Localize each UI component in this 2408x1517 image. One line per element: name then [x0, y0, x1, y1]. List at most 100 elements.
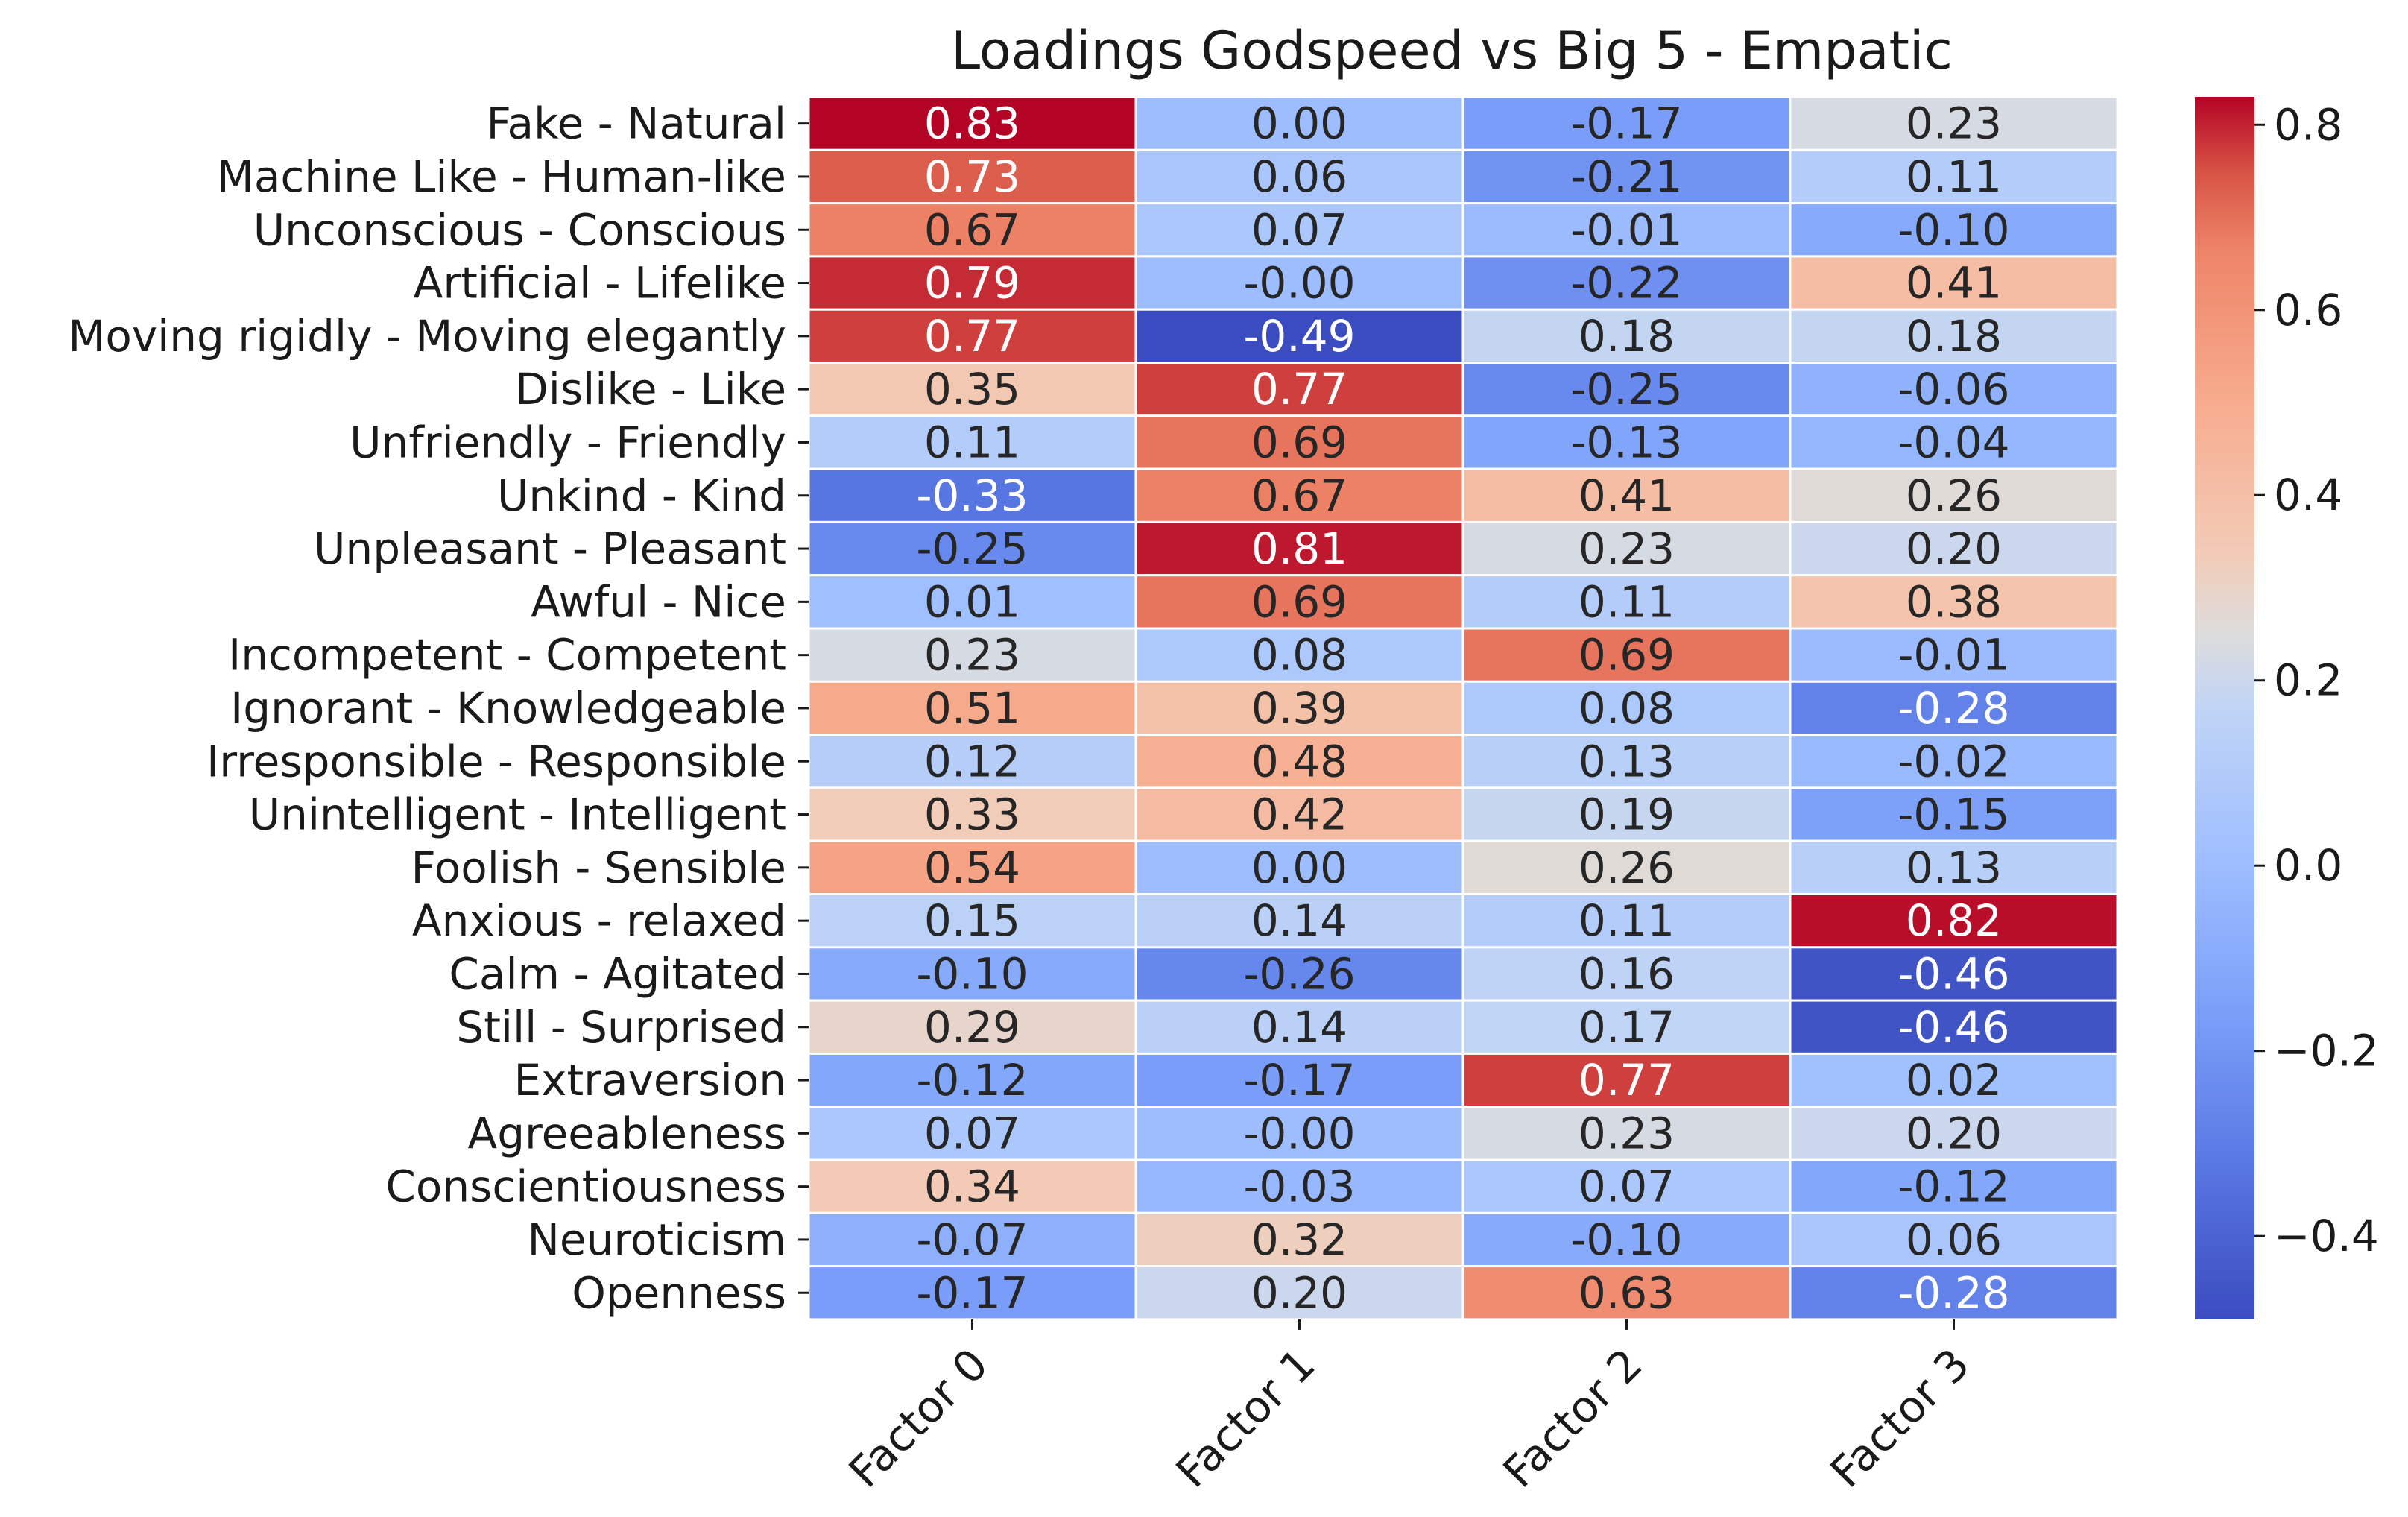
cell-value-label: -0.28	[1897, 1267, 2009, 1318]
cell-value-label: 0.20	[1906, 523, 2002, 574]
row-label: Unkind - Kind	[497, 470, 786, 521]
heatmap-cell	[1789, 574, 2119, 630]
cell-value-label: 0.11	[924, 417, 1020, 467]
cell-value-label: 0.18	[1906, 311, 2002, 362]
heatmap-cell	[1789, 202, 2119, 258]
cell-value-label: 0.19	[1579, 789, 1675, 840]
heatmap-cell	[1789, 520, 2119, 577]
row-label: Incompetent - Competent	[228, 630, 786, 681]
heatmap-cell	[1461, 414, 1792, 470]
heatmap-cell	[1461, 839, 1792, 895]
cell-value-label: -0.46	[1897, 948, 2009, 999]
cell-value-label: 0.15	[924, 895, 1020, 946]
heatmap-cell	[1134, 1106, 1464, 1161]
cell-value-label: -0.15	[1897, 789, 2009, 840]
cell-value-label: 0.81	[1251, 523, 1347, 574]
cell-value-label: 0.77	[924, 311, 1020, 362]
heatmap-cell	[1789, 255, 2119, 311]
cell-value-label: -0.17	[1570, 98, 1682, 149]
cell-value-label: 0.00	[1251, 842, 1347, 893]
row-label: Agreeableness	[468, 1108, 786, 1158]
cell-value-label: 0.14	[1251, 895, 1347, 946]
cell-value-label: 0.69	[1251, 576, 1347, 627]
heatmap-cell	[1461, 734, 1792, 789]
row-label: Moving rigidly - Moving elegantly	[68, 311, 786, 362]
heatmap-cell	[1789, 95, 2119, 151]
colorbar-tick-label: 0.2	[2274, 655, 2342, 706]
heatmap-cell	[807, 734, 1137, 789]
row-label: Still - Surprised	[456, 1002, 786, 1053]
cell-value-label: 0.32	[1251, 1214, 1347, 1265]
colorbar-ticks: −0.4 −0.2 0.0 0.2 0.4 0.6 0.8	[2254, 99, 2379, 1261]
column-label: Factor 0	[839, 1339, 998, 1498]
row-label: Ignorant - Knowledgeable	[230, 683, 786, 734]
heatmap-cell	[1134, 1158, 1464, 1214]
row-label: Machine Like - Human-like	[217, 151, 786, 202]
row-label: Dislike - Like	[515, 364, 786, 414]
cell-value-label: -0.03	[1243, 1161, 1355, 1212]
cell-value-label: 0.83	[924, 98, 1020, 149]
heatmap-cell	[1134, 734, 1464, 789]
cell-value-label: 0.11	[1579, 576, 1675, 627]
cell-value-label: 0.77	[1251, 364, 1347, 414]
heatmap-cell	[1789, 893, 2119, 949]
row-label: Artificial - Lifelike	[414, 258, 786, 309]
heatmap-cell	[807, 362, 1137, 417]
cell-value-label: 0.02	[1906, 1055, 2002, 1106]
heatmap-cell	[1461, 467, 1792, 523]
heatmap-cell	[807, 893, 1137, 949]
chart-title: Loadings Godspeed vs Big 5 - Empatic	[951, 20, 1953, 81]
cell-value-label: -0.06	[1897, 364, 2009, 414]
cell-value-label: 0.11	[1906, 151, 2002, 202]
cell-value-label: 0.07	[924, 1108, 1020, 1158]
cell-value-label: 0.42	[1251, 789, 1347, 840]
heatmap-cell	[1461, 1265, 1792, 1321]
heatmap-cell	[1461, 1158, 1792, 1214]
cell-value-label: -0.49	[1243, 311, 1355, 362]
heatmap-cell	[807, 1052, 1137, 1108]
heatmap-cell	[1789, 308, 2119, 365]
heatmap-cell	[1134, 202, 1464, 258]
cell-value-label: 0.14	[1251, 1002, 1347, 1053]
row-label: Neuroticism	[528, 1214, 786, 1265]
cell-value-label: 0.00	[1251, 98, 1347, 149]
cell-value-label: 0.23	[1579, 523, 1675, 574]
heatmap-cell	[1461, 680, 1792, 737]
cell-value-label: -0.26	[1243, 948, 1355, 999]
cell-value-label: 0.20	[1906, 1108, 2002, 1158]
cell-value-label: 0.73	[924, 151, 1020, 202]
cell-value-label: -0.02	[1897, 736, 2009, 786]
heatmap-cell	[1134, 627, 1464, 683]
cell-value-label: 0.23	[1579, 1108, 1675, 1158]
cell-value-label: -0.22	[1570, 258, 1682, 309]
cell-value-label: 0.48	[1251, 736, 1347, 786]
cell-value-label: 0.39	[1251, 683, 1347, 734]
cell-value-label: 0.54	[924, 842, 1020, 893]
cell-value-label: 0.07	[1251, 204, 1347, 255]
cell-value-label: -0.10	[1570, 1214, 1682, 1265]
heatmap-cell	[1461, 786, 1792, 842]
cell-value-label: 0.08	[1251, 630, 1347, 681]
row-label: Irresponsible - Responsible	[206, 736, 786, 786]
cell-value-label: 0.23	[924, 630, 1020, 681]
cell-value-label: -0.25	[916, 523, 1028, 574]
heatmap-cell	[1134, 362, 1464, 417]
cell-value-label: 0.38	[1906, 576, 2002, 627]
row-label: Calm - Agitated	[449, 948, 786, 999]
cell-value-label: 0.26	[1906, 470, 2002, 521]
cell-value-label: -0.12	[916, 1055, 1028, 1106]
heatmap-cell	[1134, 308, 1464, 365]
heatmap-cell	[1789, 1052, 2119, 1108]
cell-value-label: 0.41	[1906, 258, 2002, 309]
heatmap-cell	[1134, 999, 1464, 1055]
cell-value-label: -0.46	[1897, 1002, 2009, 1053]
cell-value-label: -0.07	[916, 1214, 1028, 1265]
heatmap-cell	[807, 1106, 1137, 1161]
cell-value-label: -0.10	[1897, 204, 2009, 255]
heatmap-cell	[1134, 786, 1464, 842]
colorbar-tick-label: 0.4	[2274, 470, 2342, 520]
heatmap-cell	[1789, 999, 2119, 1055]
cell-value-label: 0.23	[1906, 98, 2002, 149]
